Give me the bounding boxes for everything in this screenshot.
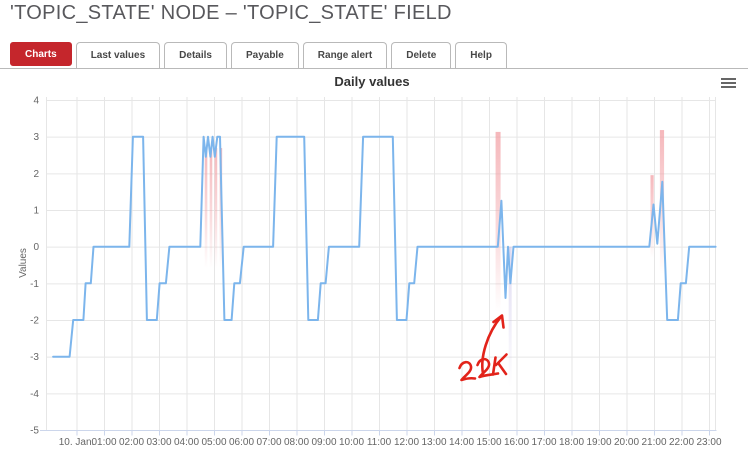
page-title: 'TOPIC_STATE' NODE – 'TOPIC_STATE' FIELD [10,2,452,24]
x-axis [40,430,717,436]
svg-text:3: 3 [33,132,39,143]
chart-plot-area: 10. Jan.01:00 02:00 03:00 04:00 05:00 06:00 07… [18,96,722,449]
svg-text:16:00: 16:00 [504,437,529,448]
tab-charts[interactable]: Charts [10,42,72,66]
y-axis-tick-labels: 4 3 2 1 0 -1 -2 -3 -4 -5 [30,96,39,437]
svg-text:04:00: 04:00 [174,437,199,448]
series-line[interactable] [52,135,717,358]
svg-text:14:00: 14:00 [449,437,474,448]
svg-text:-4: -4 [30,389,39,400]
svg-text:4: 4 [33,96,39,107]
hamburger-icon [721,78,736,80]
chart-title: Daily values [334,74,410,89]
svg-text:08:00: 08:00 [284,437,309,448]
svg-text:21:00: 21:00 [641,437,666,448]
svg-text:-5: -5 [30,426,39,437]
svg-text:23:00: 23:00 [696,437,721,448]
x-axis-tick-labels: 10. Jan.01:00 02:00 03:00 04:00 05:00 06:00 07… [59,437,722,448]
svg-text:18:00: 18:00 [559,437,584,448]
svg-text:1: 1 [33,206,39,217]
tab-range-alert[interactable]: Range alert [302,42,388,68]
svg-text:-2: -2 [30,316,39,327]
svg-text:22:00: 22:00 [669,437,694,448]
svg-text:0: 0 [33,242,39,253]
svg-text:10. Jan.: 10. Jan. [59,437,95,448]
svg-text:19:00: 19:00 [586,437,611,448]
svg-text:09:00: 09:00 [311,437,336,448]
tab-details[interactable]: Details [164,42,227,68]
svg-text:-1: -1 [30,279,39,290]
tab-delete[interactable]: Delete [391,42,452,68]
tab-payable[interactable]: Payable [230,42,299,68]
svg-text:06:00: 06:00 [229,437,254,448]
svg-text:17:00: 17:00 [531,437,556,448]
svg-text:-3: -3 [30,352,39,363]
svg-text:05:00: 05:00 [201,437,226,448]
chart-menu-button[interactable] [721,78,736,89]
y-axis-title: Values [18,248,29,278]
grid-lines [46,97,716,431]
handwritten-annotation-22k [458,314,508,382]
svg-text:11:00: 11:00 [367,437,392,448]
svg-text:10:00: 10:00 [339,437,364,448]
svg-text:13:00: 13:00 [421,437,446,448]
svg-text:03:00: 03:00 [146,437,171,448]
svg-text:2: 2 [33,169,39,180]
svg-text:Values: Values [18,248,29,278]
tab-help[interactable]: Help [455,42,507,68]
svg-text:20:00: 20:00 [614,437,639,448]
svg-text:07:00: 07:00 [256,437,281,448]
tab-bar: Charts Last values Details Payable Range… [0,42,748,69]
svg-text:12:00: 12:00 [394,437,419,448]
svg-text:02:00: 02:00 [119,437,144,448]
svg-text:01:00: 01:00 [91,437,116,448]
svg-text:15:00: 15:00 [476,437,501,448]
tab-last-values[interactable]: Last values [75,42,161,68]
